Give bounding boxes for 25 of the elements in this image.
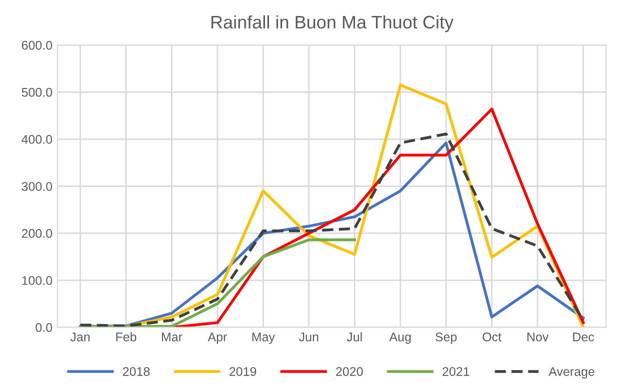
legend-label: 2018 bbox=[122, 367, 150, 376]
x-tick-label: Jan bbox=[70, 332, 90, 342]
x-tick-label: Mar bbox=[162, 332, 182, 342]
x-tick-label: Feb bbox=[116, 332, 136, 342]
legend-label: 2020 bbox=[336, 367, 363, 376]
y-tick-label: 300.0 bbox=[22, 182, 52, 191]
y-tick-label: 600.0 bbox=[22, 40, 52, 50]
y-tick-label: 100.0 bbox=[22, 276, 52, 285]
y-tick-label: 500.0 bbox=[22, 88, 52, 97]
chart-title: Rainfall in Buon Ma Thuot City bbox=[211, 15, 454, 32]
legend-label: 2021 bbox=[442, 367, 470, 376]
y-tick-label: 0.0 bbox=[36, 323, 52, 332]
x-tick-label: Jul bbox=[346, 332, 362, 342]
x-tick-label: Aug bbox=[389, 332, 411, 344]
x-tick-label: May bbox=[252, 332, 275, 344]
y-tick-label: 200.0 bbox=[22, 229, 52, 238]
x-tick-label: Apr bbox=[208, 332, 227, 344]
x-tick-label: Sep bbox=[436, 332, 457, 344]
y-tick-label: 400.0 bbox=[22, 134, 52, 144]
x-tick-label: Oct bbox=[482, 332, 502, 342]
legend-label: Average bbox=[548, 367, 594, 378]
legend-label: 2019 bbox=[230, 367, 256, 376]
x-tick-label: Nov bbox=[527, 332, 549, 342]
x-tick-label: Jun bbox=[299, 332, 318, 342]
x-tick-label: Dec bbox=[573, 332, 594, 342]
